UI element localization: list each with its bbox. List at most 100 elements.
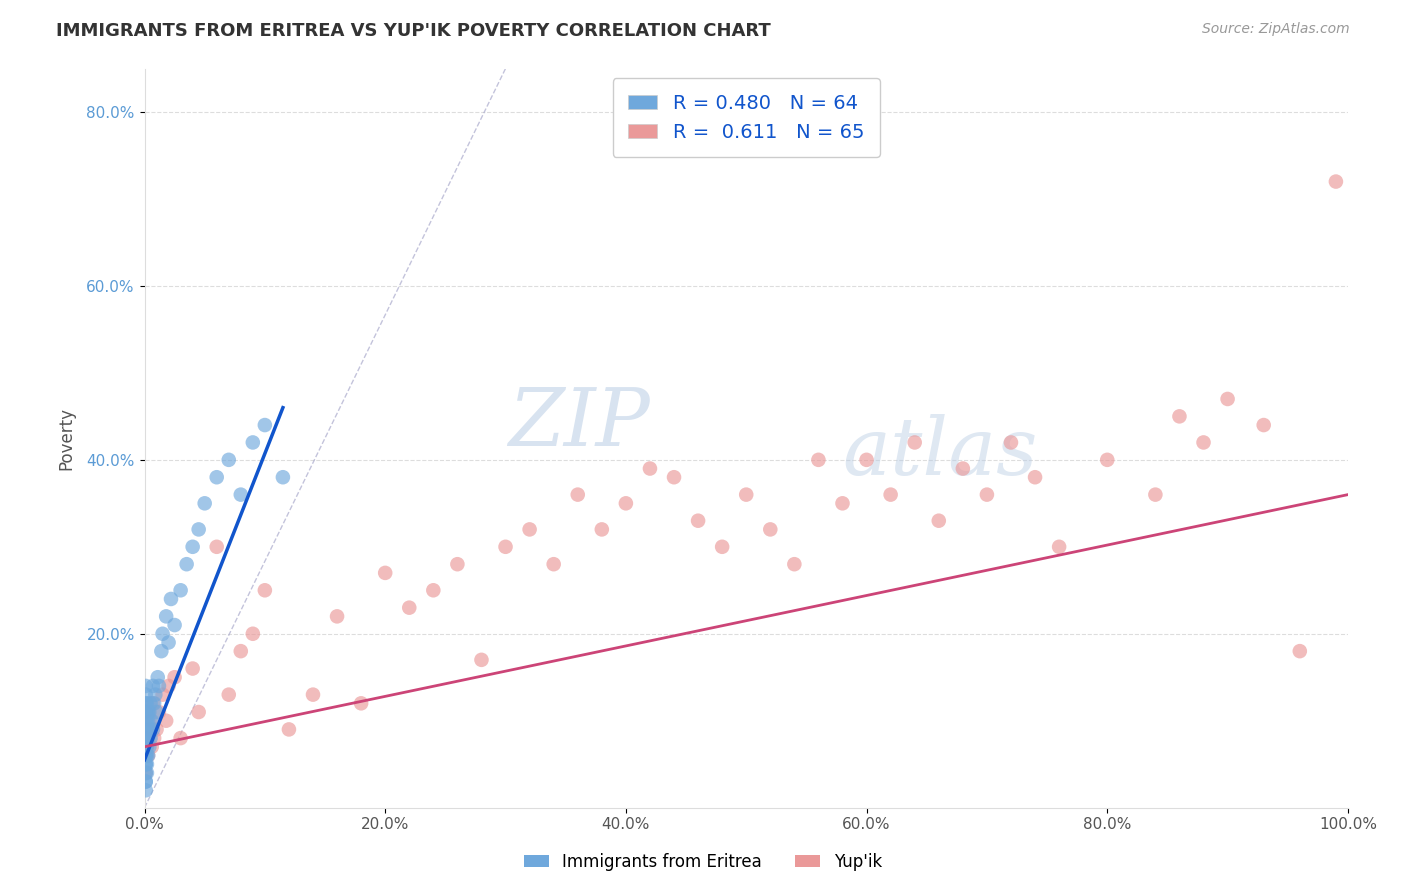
Point (135, 748, 157, 763)
Point (145, 723, 167, 737)
Point (1192, 435, 1215, 450)
Point (142, 696, 165, 710)
Legend: R = 0.480   N = 64, R =  0.611   N = 65: R = 0.480 N = 64, R = 0.611 N = 65 (613, 78, 880, 157)
Point (218, 453, 240, 467)
Point (135, 723, 157, 737)
Point (662, 470, 685, 484)
Point (135, 714, 157, 728)
Point (141, 739, 163, 754)
Point (176, 558, 198, 572)
Point (135, 765, 157, 780)
Legend: Immigrants from Eritrea, Yup'ik: Immigrants from Eritrea, Yup'ik (516, 845, 890, 880)
Point (229, 488, 252, 502)
Point (879, 488, 901, 502)
Point (1168, 409, 1191, 424)
Point (139, 731, 162, 745)
Point (135, 748, 157, 763)
Point (152, 688, 174, 702)
Point (136, 748, 159, 763)
Point (398, 600, 420, 615)
Point (181, 661, 204, 675)
Point (145, 705, 167, 719)
Point (136, 723, 159, 737)
Point (205, 470, 228, 484)
Point (446, 558, 468, 572)
Point (688, 514, 710, 528)
Point (155, 714, 177, 728)
Text: IMMIGRANTS FROM ERITREA VS YUP'IK POVERTY CORRELATION CHART: IMMIGRANTS FROM ERITREA VS YUP'IK POVERT… (56, 22, 770, 40)
Point (711, 540, 734, 554)
Point (135, 696, 157, 710)
Text: Source: ZipAtlas.com: Source: ZipAtlas.com (1202, 22, 1350, 37)
Point (143, 696, 166, 710)
Point (135, 705, 157, 719)
Point (135, 757, 157, 772)
Point (1216, 392, 1239, 406)
Point (136, 731, 159, 745)
Point (1324, 175, 1347, 189)
Point (638, 461, 661, 475)
Point (302, 688, 325, 702)
Point (543, 558, 565, 572)
Point (138, 739, 160, 754)
Point (783, 558, 806, 572)
Point (1288, 644, 1310, 658)
Point (139, 696, 162, 710)
Point (157, 635, 180, 649)
Point (135, 731, 157, 745)
Point (495, 540, 517, 554)
Point (1253, 418, 1275, 433)
Point (155, 609, 177, 624)
Point (135, 705, 157, 719)
Point (169, 731, 191, 745)
Point (735, 488, 758, 502)
Point (194, 496, 217, 510)
Point (253, 583, 276, 598)
Point (135, 748, 157, 763)
Point (135, 731, 157, 745)
Point (326, 609, 349, 624)
Point (855, 453, 877, 467)
Point (181, 540, 204, 554)
Point (135, 731, 157, 745)
Point (591, 523, 613, 537)
Y-axis label: Poverty: Poverty (58, 407, 75, 469)
Point (150, 644, 173, 658)
Point (138, 723, 160, 737)
Point (187, 705, 209, 719)
Point (163, 670, 186, 684)
Point (143, 731, 166, 745)
Point (148, 705, 170, 719)
Point (759, 523, 782, 537)
Point (422, 583, 444, 598)
Point (135, 705, 157, 719)
Point (148, 679, 170, 693)
Point (139, 714, 162, 728)
Point (253, 418, 276, 433)
Point (807, 453, 830, 467)
Point (135, 731, 157, 745)
Point (1097, 453, 1119, 467)
Point (135, 757, 157, 772)
Point (135, 679, 157, 693)
Point (242, 435, 264, 450)
Point (135, 739, 157, 754)
Point (567, 488, 589, 502)
Point (374, 566, 396, 580)
Point (146, 670, 169, 684)
Point (242, 626, 264, 640)
Point (1024, 470, 1046, 484)
Point (831, 496, 853, 510)
Point (135, 688, 157, 702)
Point (470, 653, 492, 667)
Point (135, 739, 157, 754)
Point (136, 705, 159, 719)
Point (904, 435, 927, 450)
Point (135, 765, 157, 780)
Point (271, 470, 294, 484)
Point (135, 696, 157, 710)
Point (1000, 435, 1022, 450)
Point (138, 705, 160, 719)
Point (135, 774, 157, 789)
Point (1047, 540, 1070, 554)
